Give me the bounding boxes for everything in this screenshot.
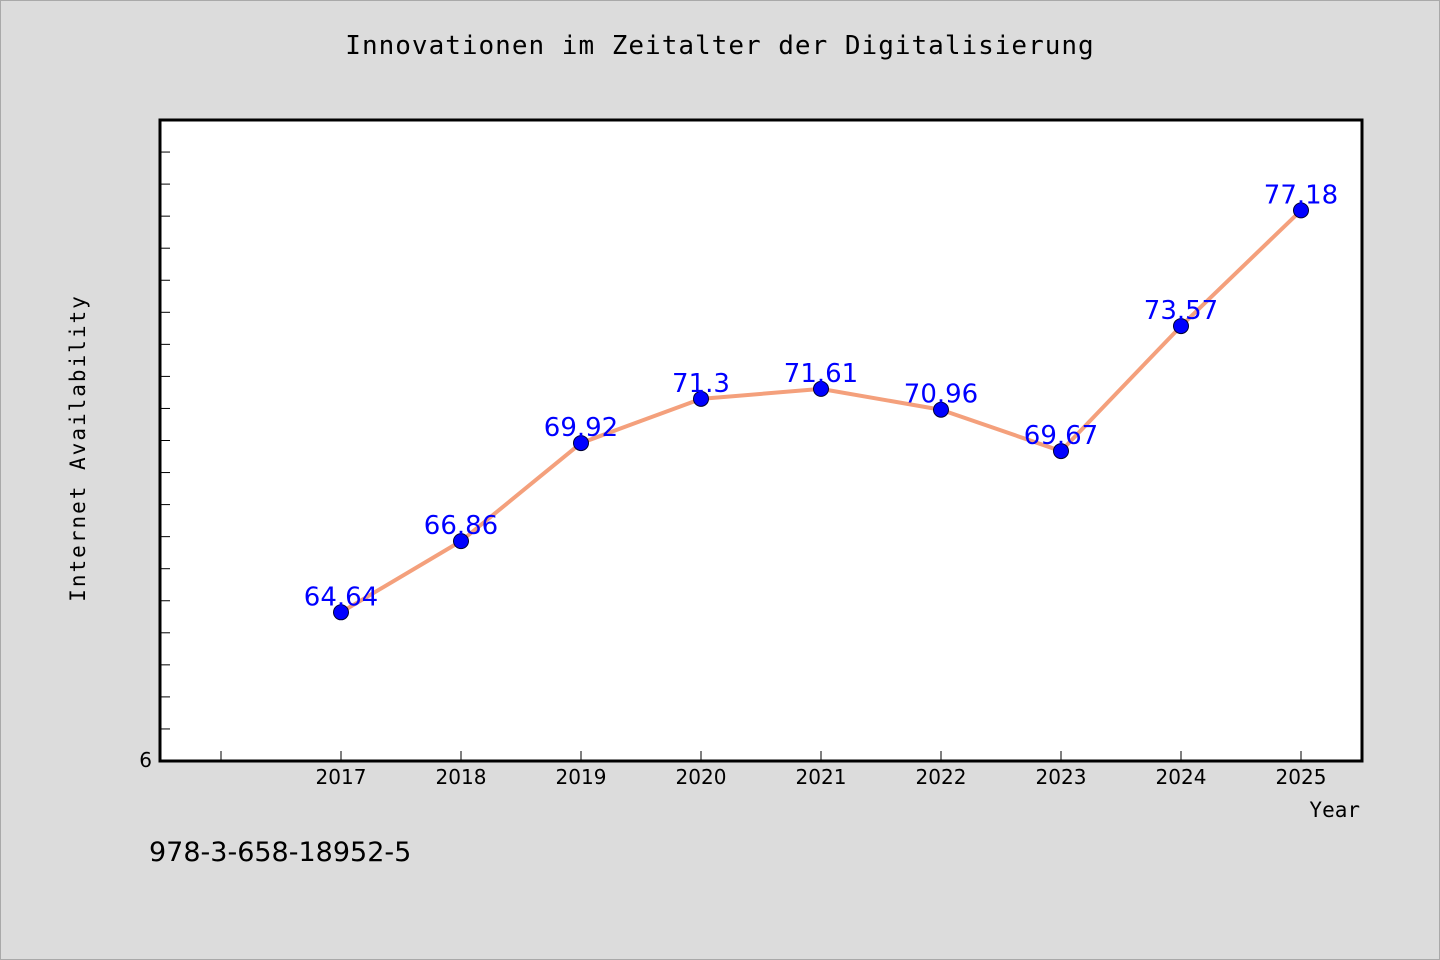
x-tick-label: 2024 [1156,765,1207,789]
y-axis-label: Internet Availability [66,294,90,602]
data-point [813,380,829,397]
data-label: 69.67 [1024,421,1098,451]
data-label: 69.92 [544,413,618,443]
data-point [333,604,349,621]
plot-area [158,118,1364,763]
isbn-text: 978-3-658-18952-5 [149,837,412,868]
data-point [1053,443,1069,460]
x-axis-label: Year [1309,798,1360,822]
x-tick-label: 2025 [1276,765,1327,789]
data-point [1293,202,1309,219]
data-label: 71.61 [784,359,858,389]
data-point [933,401,949,418]
data-label: 66.86 [424,511,498,541]
x-tick-label: 2020 [676,765,727,789]
x-tick-label: 2021 [796,765,847,789]
x-tick-label: 2019 [556,765,607,789]
y-tick-label: 6 [139,748,152,772]
data-label: 77.18 [1264,180,1338,210]
data-label: 70.96 [904,380,978,410]
data-point [453,533,469,550]
x-tick-label: 2022 [916,765,967,789]
chart-title: Innovationen im Zeitalter der Digitalisi… [345,31,1095,61]
data-label: 73.57 [1144,296,1218,326]
data-point [693,390,709,407]
data-point [573,435,589,452]
x-tick-label: 2023 [1036,765,1087,789]
x-tick-label: 2017 [316,765,367,789]
data-label: 71.3 [672,369,730,399]
data-label: 64.64 [304,582,378,612]
x-tick-label: 2018 [436,765,487,789]
data-point [1173,318,1189,335]
